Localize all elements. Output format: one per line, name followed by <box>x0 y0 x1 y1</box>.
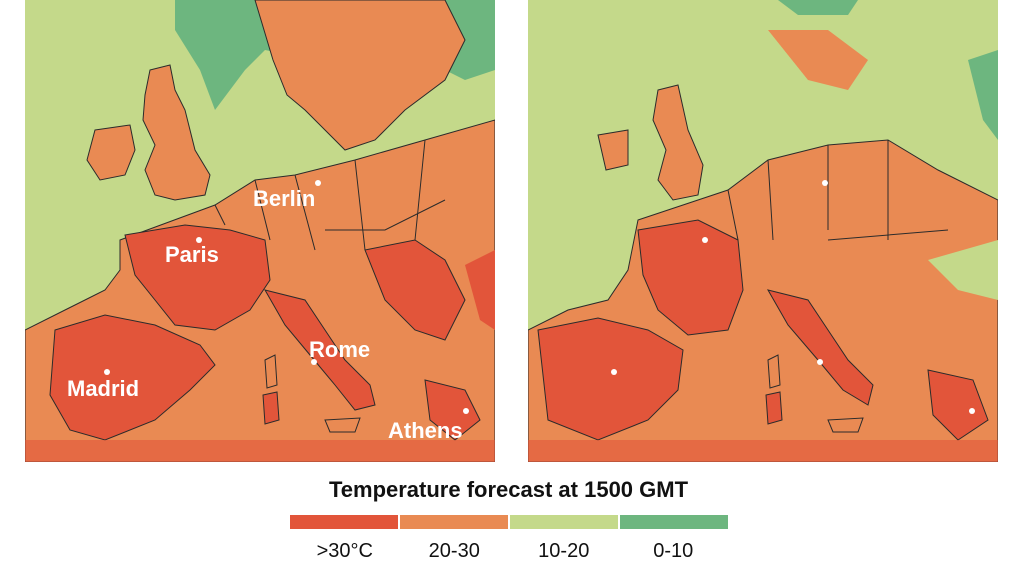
forecast-map-left: Berlin Paris Rome Madrid Athens <box>25 0 495 462</box>
hot-zone-france <box>124 224 271 331</box>
city-dot-rome <box>311 359 317 365</box>
city-dot-berlin-right <box>822 180 828 186</box>
island-corsica-right <box>767 354 781 389</box>
city-label-rome: Rome <box>309 337 370 362</box>
map-left-svg: Berlin Paris Rome Madrid Athens <box>25 0 495 462</box>
cool-zone-east-right <box>968 50 998 140</box>
island-sardinia <box>262 391 280 425</box>
cool-zone-north-right <box>778 0 858 15</box>
city-dot-rome-right <box>817 359 823 365</box>
legend-title: Temperature forecast at 1500 GMT <box>328 477 689 502</box>
mild-patch-east <box>928 240 998 300</box>
hot-zone-africa-right <box>528 440 998 462</box>
legend-label-hot: >30°C <box>316 540 373 562</box>
island-corsica <box>264 354 278 389</box>
landmass-ireland <box>86 124 136 181</box>
island-sicily-right <box>827 417 864 433</box>
landmass-britain-right <box>652 84 704 201</box>
landmass-britain <box>142 64 211 201</box>
hot-zone-iberia <box>49 314 216 441</box>
legend-labels: >30°C 20-30 10-20 0-10 <box>290 540 728 563</box>
legend-swatch-mild <box>510 515 618 529</box>
city-label-paris: Paris <box>165 242 219 267</box>
landmass-scandinavia <box>254 0 466 151</box>
city-dot-paris-right <box>702 237 708 243</box>
country-borders <box>214 139 446 251</box>
hot-zone-greece <box>424 379 481 441</box>
forecast-map-right <box>528 0 998 462</box>
legend-label-warm: 20-30 <box>428 540 480 562</box>
hot-zone-italy <box>263 289 376 411</box>
city-dot-athens <box>463 408 469 414</box>
hot-zone-italy-right <box>766 289 874 406</box>
city-label-berlin: Berlin <box>253 186 315 211</box>
hot-zone-iberia-right <box>537 317 684 441</box>
city-dot-athens-right <box>969 408 975 414</box>
hot-zone-africa <box>25 440 495 462</box>
city-dot-paris <box>196 237 202 243</box>
legend-label-cool: 0-10 <box>653 540 694 562</box>
legend-label-mild: 10-20 <box>538 540 590 562</box>
legend-swatch-hot <box>290 515 398 529</box>
legend-swatch-cool <box>620 515 728 529</box>
legend-swatch-warm <box>400 515 508 529</box>
city-label-madrid: Madrid <box>67 376 139 401</box>
island-sicily <box>324 417 361 433</box>
hot-zone-greece-right <box>927 369 989 441</box>
map-right-svg <box>528 0 998 462</box>
city-dot-madrid-right <box>611 369 617 375</box>
country-borders-right <box>727 140 949 241</box>
city-label-athens: Athens <box>388 418 463 443</box>
city-dot-madrid <box>104 369 110 375</box>
landmass-ireland-right <box>597 129 629 171</box>
hot-zone-east <box>465 250 495 330</box>
hot-zone-balkans <box>364 239 466 341</box>
hot-zone-france-right <box>637 219 744 336</box>
legend-color-bar <box>290 515 728 529</box>
city-dot-berlin <box>315 180 321 186</box>
island-sardinia-right <box>765 391 783 425</box>
warm-patch-scandinavia <box>768 30 868 90</box>
